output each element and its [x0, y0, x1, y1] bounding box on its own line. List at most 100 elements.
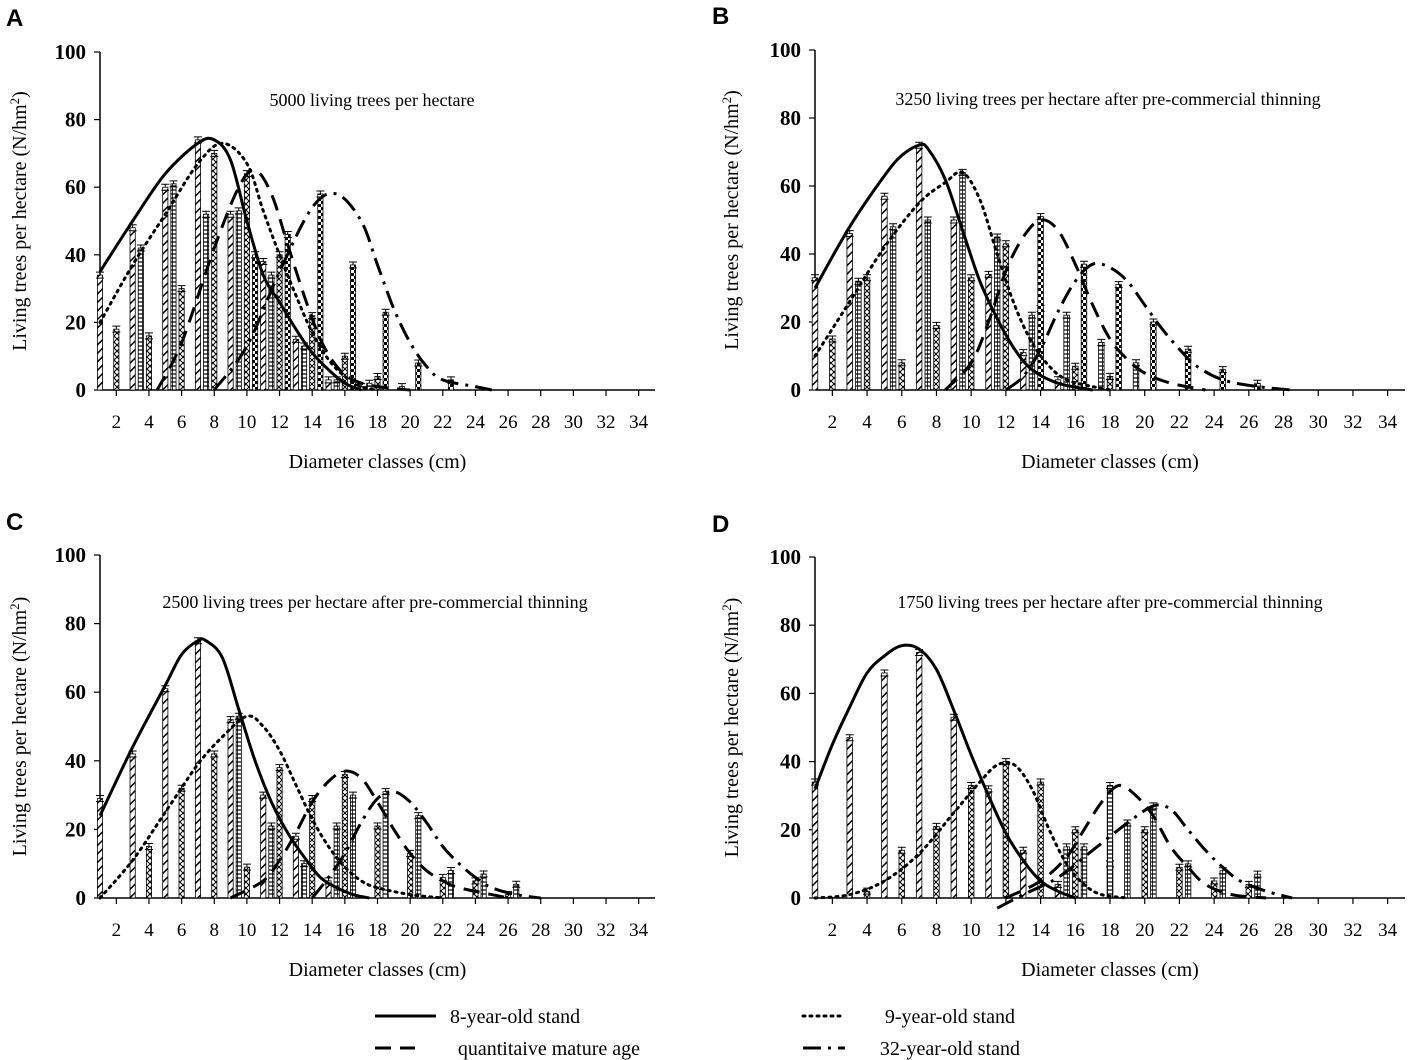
error-bar [1253, 870, 1262, 878]
bar-8-year-old-stand [129, 227, 136, 391]
error-bar [234, 207, 243, 215]
y-tick-label: 100 [55, 543, 87, 567]
error-bar [932, 321, 941, 329]
x-axis-title: Diameter classes (cm) [289, 451, 467, 473]
bar-32-year-old-stand [350, 264, 357, 391]
error-bar [1001, 240, 1010, 248]
bar-8-year-old-stand [292, 338, 299, 391]
curve-32-year-old-stand [1004, 261, 1293, 392]
x-tick-label: 34 [629, 412, 649, 433]
y-axis-title: Living trees per hectare (N/hm2) [719, 598, 744, 858]
bar-8-year-old-stand [950, 219, 957, 391]
error-bar [373, 372, 382, 380]
bar-9-year-old-stand [1141, 829, 1148, 899]
x-tick-label: 4 [862, 920, 872, 941]
x-tick-label: 28 [531, 920, 550, 941]
x-tick-label: 24 [1205, 920, 1225, 941]
bar-9-year-old-stand [829, 338, 836, 391]
bar-8-year-old-stand [162, 186, 169, 391]
error-bar [267, 822, 276, 830]
curve-9-year-old-stand [813, 760, 1129, 900]
y-tick-label: 40 [65, 749, 86, 773]
error-bar [897, 846, 906, 854]
x-tick-label: 32 [597, 412, 616, 433]
error-bar [275, 764, 284, 772]
panel-annotation: 1750 living trees per hectare after pre-… [897, 592, 1322, 612]
bar-8-year-old-stand [881, 672, 888, 899]
y-tick-label: 0 [76, 886, 87, 910]
bar-quantitaive-mature-age [333, 379, 340, 391]
legend-item-32-year-old-stand: 32-year-old stand [803, 1038, 1020, 1060]
legend-item-9-year-old-stand: 9-year-old stand [801, 1006, 1015, 1028]
y-tick-label: 40 [65, 243, 86, 267]
error-bar [479, 870, 488, 878]
x-tick-label: 10 [237, 412, 256, 433]
x-tick-label: 18 [368, 412, 387, 433]
x-tick-label: 18 [368, 920, 387, 941]
x-tick-label: 14 [1031, 412, 1051, 433]
x-tick-label: 28 [531, 412, 550, 433]
bar-32-year-old-stand [1115, 284, 1122, 391]
curve-9-year-old-stand [98, 141, 379, 392]
bar-9-year-old-stand [145, 335, 152, 391]
legend-label: 32-year-old stand [880, 1038, 1020, 1060]
error-bar [880, 192, 889, 200]
x-tick-label: 2 [828, 920, 838, 941]
bar-9-year-old-stand [968, 277, 975, 391]
x-tick-label: 16 [335, 920, 354, 941]
x-tick-label: 8 [210, 920, 220, 941]
x-tick-label: 8 [210, 412, 220, 433]
bar-8-year-old-stand [227, 213, 234, 391]
bar-quantitaive-mature-age [301, 863, 308, 899]
x-tick-label: 14 [303, 920, 323, 941]
x-tick-label: 20 [1135, 412, 1154, 433]
bar-quantitaive-mature-age [1080, 846, 1088, 899]
error-bar [242, 863, 251, 871]
bar-quantitaive-mature-age [350, 794, 357, 899]
bar-9-year-old-stand [863, 277, 871, 391]
error-bar [340, 352, 349, 360]
x-tick-label: 6 [177, 920, 187, 941]
legend-item-quantitaive-mature-age: quantitaive mature age [375, 1038, 640, 1060]
x-tick-label: 2 [112, 412, 122, 433]
curve-quantitaive-mature-age [155, 168, 411, 392]
x-tick-label: 14 [303, 412, 323, 433]
error-bar [1175, 863, 1184, 871]
error-bar [1019, 846, 1028, 854]
x-tick-label: 10 [237, 920, 256, 941]
curve-8-year-old-stand [813, 643, 1076, 900]
panel-letter: A [6, 5, 23, 32]
error-bar [845, 734, 854, 742]
error-bar [202, 210, 211, 218]
error-bar [967, 274, 976, 282]
x-tick-label: 8 [932, 920, 942, 941]
bar-quantitaive-mature-age [415, 815, 422, 899]
x-tick-label: 22 [1170, 920, 1189, 941]
error-bar [1210, 877, 1219, 885]
error-bar [267, 271, 276, 279]
x-tick-label: 26 [499, 920, 518, 941]
bar-8-year-old-stand [811, 781, 819, 899]
x-tick-label: 32 [597, 920, 616, 941]
error-bar [112, 325, 121, 333]
bar-9-year-old-stand [1002, 243, 1010, 391]
x-tick-label: 30 [1309, 920, 1328, 941]
bar-8-year-old-stand [915, 652, 923, 899]
bar-9-year-old-stand [1106, 375, 1114, 391]
y-tick-label: 40 [780, 242, 801, 266]
error-bar [136, 244, 145, 252]
error-bar [1027, 311, 1036, 319]
x-tick-label: 12 [996, 412, 1015, 433]
bar-quantitaive-mature-age [855, 280, 862, 391]
bar-8-year-old-stand [129, 753, 136, 899]
bar-9-year-old-stand [178, 787, 185, 899]
x-tick-label: 12 [996, 920, 1015, 941]
x-tick-label: 28 [1274, 920, 1293, 941]
bar-9-year-old-stand [898, 849, 905, 899]
curve-8-year-old-stand [98, 136, 362, 392]
y-tick-label: 20 [780, 310, 801, 334]
bar-9-year-old-stand [211, 753, 218, 899]
error-bar [1036, 778, 1045, 786]
